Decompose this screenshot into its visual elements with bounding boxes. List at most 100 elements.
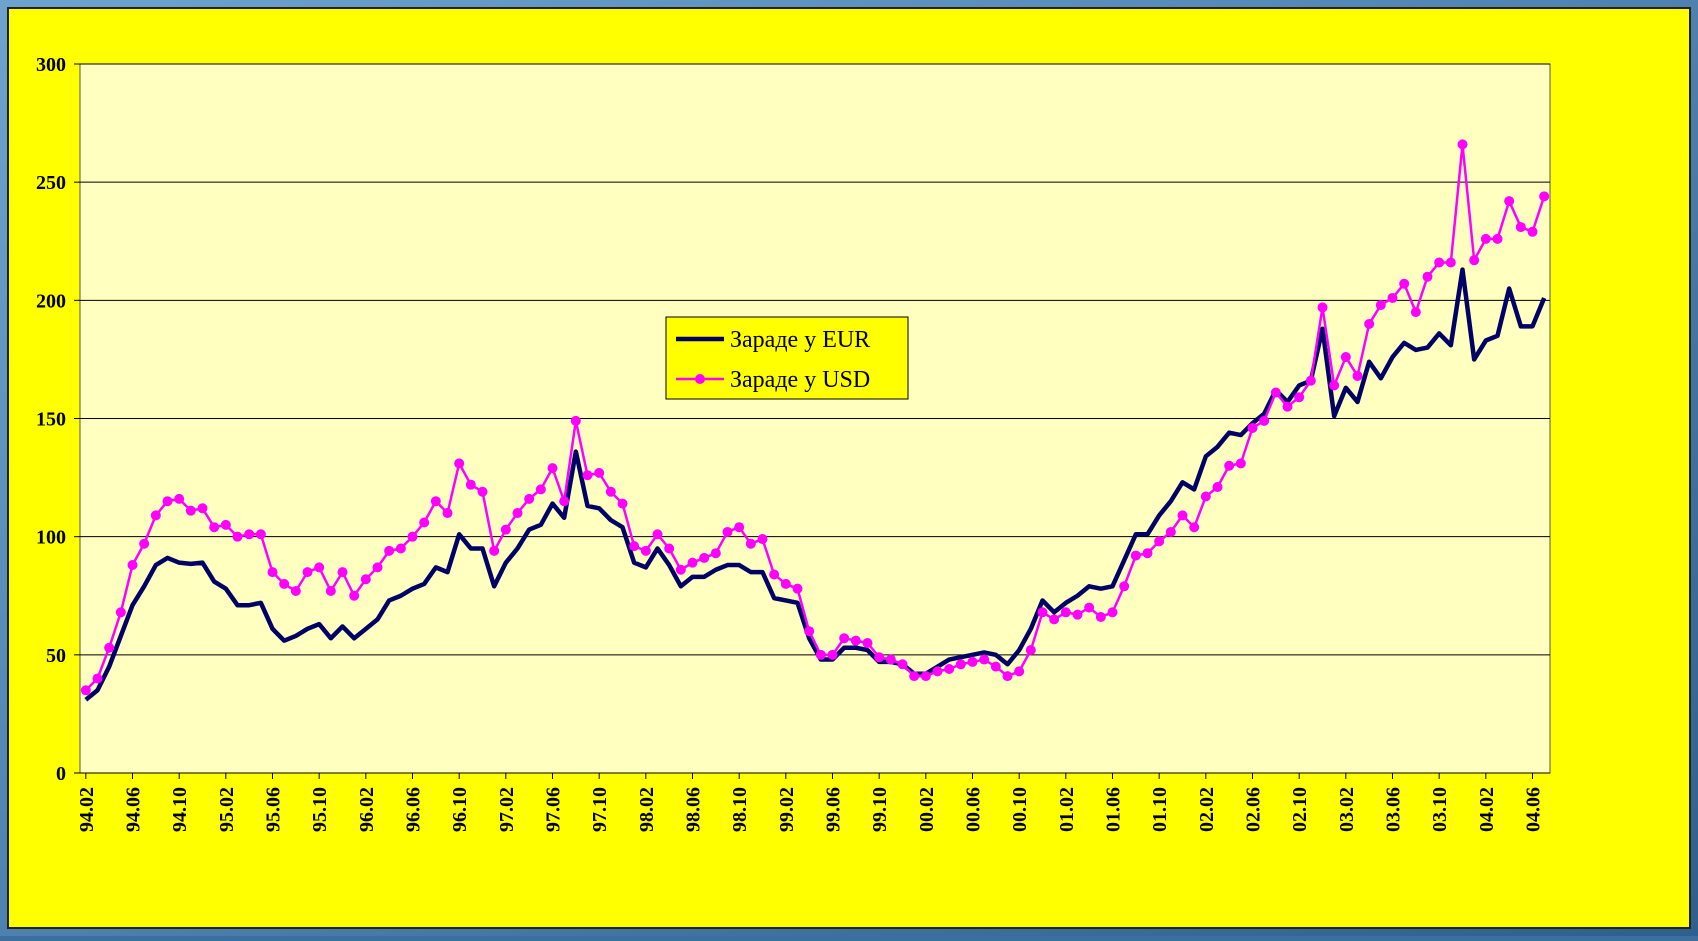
series-marker	[1270, 387, 1281, 398]
series-marker	[640, 545, 651, 556]
series-marker	[990, 661, 1001, 672]
x-tick-label: 98.02	[636, 787, 658, 832]
series-marker	[360, 574, 371, 585]
series-marker	[407, 531, 418, 542]
x-tick-label: 01.10	[1149, 787, 1171, 832]
series-marker	[465, 479, 476, 490]
series-marker	[1119, 581, 1130, 592]
x-tick-label: 96.06	[403, 787, 425, 832]
series-marker	[255, 529, 266, 540]
x-tick-label: 00.10	[1009, 787, 1031, 832]
series-marker	[967, 656, 978, 667]
series-marker	[1527, 226, 1538, 237]
series-marker	[185, 505, 196, 516]
y-tick-label: 250	[36, 172, 66, 194]
legend-label: Зараде у EUR	[730, 327, 870, 353]
series-marker	[780, 578, 791, 589]
series-marker	[1422, 271, 1433, 282]
series-marker	[92, 673, 103, 684]
series-marker	[874, 652, 885, 663]
series-marker	[512, 508, 523, 519]
series-marker	[804, 626, 815, 637]
series-marker	[1224, 460, 1235, 471]
series-marker	[1014, 666, 1025, 677]
y-tick-label: 50	[46, 645, 66, 667]
series-marker	[174, 493, 185, 504]
series-marker	[734, 522, 745, 533]
series-marker	[197, 503, 208, 514]
series-marker	[605, 486, 616, 497]
series-marker	[127, 560, 138, 571]
series-marker	[1154, 536, 1165, 547]
series-marker	[1539, 191, 1550, 202]
series-marker	[745, 538, 756, 549]
y-tick-label: 100	[36, 527, 66, 549]
series-marker	[349, 590, 360, 601]
series-marker	[1294, 392, 1305, 403]
series-marker	[594, 467, 605, 478]
series-marker	[1387, 292, 1398, 303]
series-marker	[279, 578, 290, 589]
series-marker	[1364, 318, 1375, 329]
x-tick-label: 96.02	[356, 787, 378, 832]
x-tick-label: 99.10	[869, 787, 891, 832]
series-marker	[1492, 233, 1503, 244]
x-tick-label: 02.02	[1196, 787, 1218, 832]
x-tick-label: 97.06	[543, 787, 565, 832]
x-tick-label: 99.02	[776, 787, 798, 832]
series-marker	[1189, 522, 1200, 533]
series-marker	[1329, 380, 1340, 391]
series-marker	[839, 633, 850, 644]
y-tick-label: 300	[36, 54, 66, 76]
series-marker	[652, 529, 663, 540]
legend-marker	[695, 374, 705, 384]
series-marker	[909, 671, 920, 682]
x-tick-label: 02.10	[1289, 787, 1311, 832]
series-marker	[1072, 609, 1083, 620]
x-tick-label: 96.10	[449, 787, 471, 832]
series-marker	[582, 470, 593, 481]
x-tick-label: 97.10	[589, 787, 611, 832]
x-tick-label: 95.06	[263, 787, 285, 832]
series-marker	[1177, 510, 1188, 521]
series-marker	[1025, 645, 1036, 656]
series-marker	[314, 562, 325, 573]
series-marker	[1480, 233, 1491, 244]
series-marker	[337, 567, 348, 578]
series-marker	[1515, 222, 1526, 233]
x-tick-label: 99.06	[823, 787, 845, 832]
x-tick-label: 00.02	[916, 787, 938, 832]
series-marker	[675, 564, 686, 575]
series-marker	[1410, 307, 1421, 318]
series-marker	[1235, 458, 1246, 469]
series-marker	[1352, 370, 1363, 381]
series-marker	[535, 484, 546, 495]
series-marker	[1084, 602, 1095, 613]
series-marker	[384, 545, 395, 556]
x-tick-label: 98.10	[729, 787, 751, 832]
x-tick-label: 03.10	[1429, 787, 1451, 832]
series-marker	[1142, 548, 1153, 559]
series-marker	[1434, 257, 1445, 268]
x-tick-label: 00.06	[963, 787, 985, 832]
x-tick-label: 01.02	[1056, 787, 1078, 832]
series-marker	[710, 548, 721, 559]
series-marker	[1107, 607, 1118, 618]
series-marker	[1445, 257, 1456, 268]
series-marker	[1375, 300, 1386, 311]
series-marker	[885, 654, 896, 665]
series-marker	[220, 519, 231, 530]
series-marker	[104, 642, 115, 653]
series-marker	[792, 583, 803, 594]
series-marker	[1247, 422, 1258, 433]
y-tick-label: 150	[36, 409, 66, 431]
series-marker	[1340, 352, 1351, 363]
series-marker	[1212, 482, 1223, 493]
series-marker	[454, 458, 465, 469]
series-marker	[1317, 302, 1328, 313]
series-marker	[559, 496, 570, 507]
series-marker	[850, 635, 861, 646]
series-marker	[372, 562, 383, 573]
x-tick-label: 95.10	[309, 787, 331, 832]
